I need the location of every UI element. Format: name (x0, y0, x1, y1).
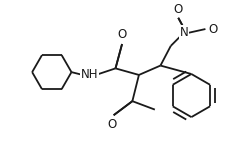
Text: O: O (174, 3, 183, 16)
Text: N: N (180, 26, 188, 39)
Text: O: O (107, 118, 116, 131)
Text: O: O (208, 22, 217, 36)
Text: NH: NH (80, 68, 98, 81)
Text: O: O (117, 28, 127, 41)
